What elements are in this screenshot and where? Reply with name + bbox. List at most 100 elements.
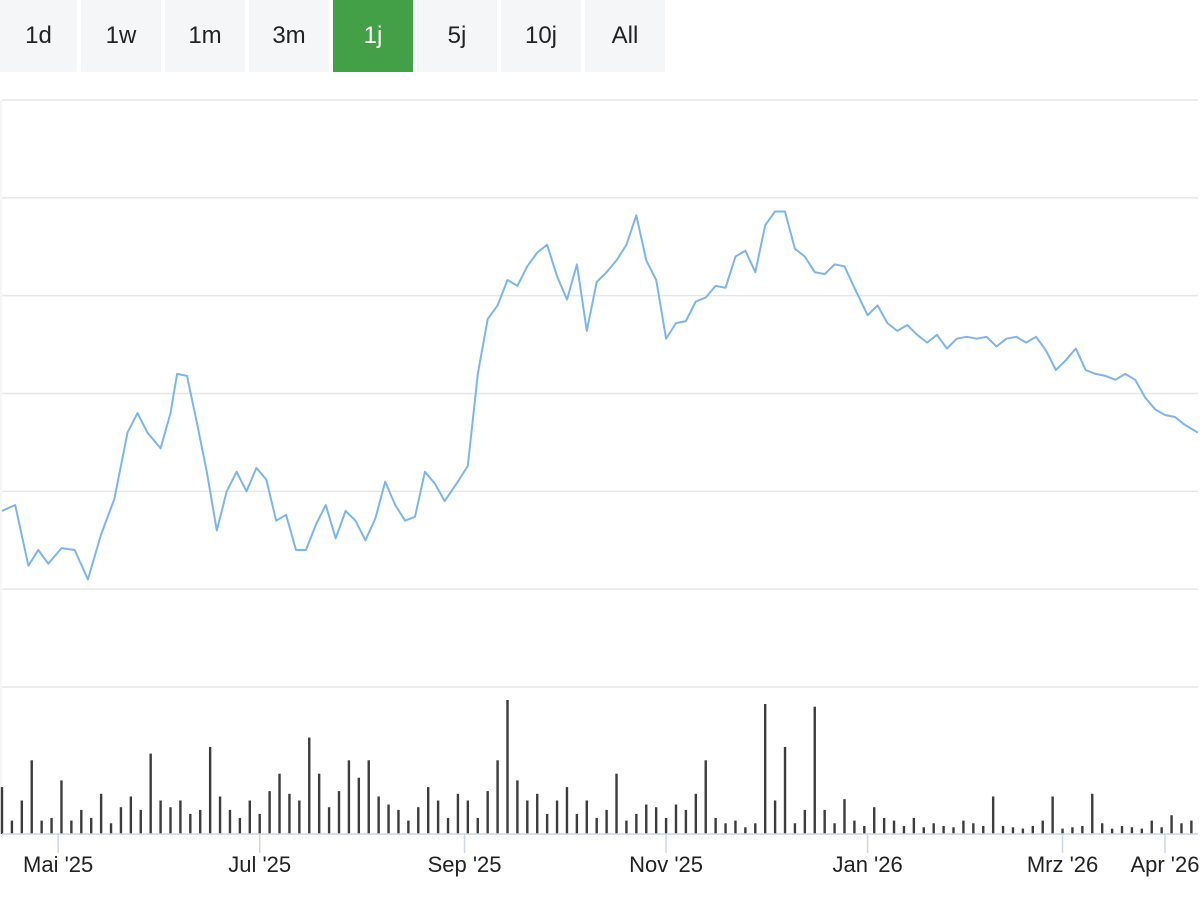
volume-bar	[773, 800, 777, 834]
volume-bar	[813, 706, 816, 834]
volume-bar	[1031, 825, 1035, 834]
price-line	[1, 210, 1199, 581]
volume-bar	[119, 807, 123, 834]
volume-bar	[476, 817, 479, 834]
volume-bar	[1170, 815, 1173, 834]
volume-bar	[1180, 823, 1183, 834]
volume-bar	[1061, 828, 1064, 834]
volume-bar	[645, 804, 648, 834]
volume-bar	[1140, 828, 1144, 834]
volume-bars	[0, 700, 1193, 834]
range-button-5j[interactable]: 5j	[417, 0, 497, 72]
volume-bar	[664, 817, 668, 834]
volume-bar	[545, 813, 549, 834]
volume-bar	[873, 807, 876, 834]
volume-bar	[248, 800, 251, 834]
volume-bar	[516, 780, 519, 834]
volume-bar	[823, 809, 826, 834]
volume-bar	[30, 760, 33, 834]
volume-bar	[853, 820, 856, 834]
range-button-1j[interactable]: 1j	[333, 0, 413, 72]
volume-bar	[139, 809, 142, 834]
volume-bar	[99, 793, 103, 834]
volume-bar	[199, 809, 202, 834]
x-axis: Mai '25 Jul '25 Sep '25 Nov '25 Jan '26 Mrz '…	[2, 833, 1199, 877]
volume-bar	[337, 791, 341, 834]
volume-bar	[159, 800, 162, 834]
volume-bar	[40, 820, 43, 834]
volume-bar	[536, 793, 539, 834]
volume-bar	[595, 817, 598, 834]
volume-bar	[417, 807, 420, 834]
range-button-1w[interactable]: 1w	[81, 0, 161, 72]
volume-bar	[308, 737, 311, 834]
volume-bar	[1081, 825, 1084, 834]
volume-bar	[1150, 820, 1153, 834]
volume-bar	[635, 813, 638, 834]
volume-bar	[625, 820, 628, 834]
range-button-10j[interactable]: 10j	[501, 0, 581, 72]
volume-bar	[962, 820, 965, 834]
volume-bar	[902, 825, 906, 834]
volume-bar	[674, 804, 678, 834]
volume-bar	[446, 817, 450, 834]
volume-bar	[793, 823, 797, 834]
volume-bar	[892, 820, 896, 834]
volume-bar	[50, 817, 53, 834]
volume-bar	[1011, 827, 1015, 834]
volume-bar	[1091, 793, 1094, 834]
volume-bar	[1021, 828, 1025, 834]
volume-bar	[803, 809, 807, 834]
volume-bar	[882, 817, 886, 834]
volume-bar	[60, 780, 63, 834]
volume-bar	[268, 791, 271, 834]
volume-bar	[922, 827, 925, 834]
volume-bar	[288, 793, 291, 834]
volume-bar	[724, 823, 727, 834]
volume-bar	[932, 823, 935, 834]
volume-bar	[189, 813, 192, 834]
volume-bar	[1190, 820, 1193, 834]
volume-bar	[70, 820, 73, 834]
volume-bar	[1041, 820, 1044, 834]
volume-bar	[367, 760, 370, 834]
volume-bar	[377, 796, 380, 834]
volume-bar	[912, 817, 916, 834]
range-button-3m[interactable]: 3m	[249, 0, 329, 72]
volume-bar	[714, 817, 717, 834]
x-tick-label: Jul '25	[228, 852, 291, 877]
volume-bar	[763, 704, 767, 834]
volume-bar	[347, 760, 351, 834]
range-button-1d[interactable]: 1d	[0, 0, 77, 72]
volume-bar	[991, 796, 995, 834]
volume-bar	[1001, 825, 1005, 834]
volume-bar	[456, 793, 460, 834]
range-button-all[interactable]: All	[585, 0, 665, 72]
volume-bar	[466, 800, 470, 834]
volume-bar	[585, 800, 588, 834]
volume-bar	[387, 804, 390, 834]
volume-bar	[436, 800, 440, 834]
volume-bar	[357, 777, 361, 834]
volume-bar	[526, 800, 529, 834]
volume-bar	[575, 813, 579, 834]
x-tick-label: Nov '25	[629, 852, 703, 877]
volume-bar	[208, 746, 212, 834]
volume-bar	[1110, 828, 1114, 834]
x-tick-label: Jan '26	[832, 852, 902, 877]
volume-bar	[169, 807, 172, 834]
volume-bar	[654, 807, 658, 834]
range-button-1m[interactable]: 1m	[165, 0, 245, 72]
volume-bar	[80, 809, 83, 834]
volume-bar	[149, 753, 152, 834]
volume-bar	[10, 820, 14, 834]
volume-bar	[218, 796, 222, 834]
volume-bar	[179, 800, 182, 834]
volume-bar	[734, 820, 737, 834]
volume-bar	[1130, 827, 1134, 834]
volume-bar	[317, 773, 321, 834]
volume-bar	[684, 809, 688, 834]
volume-bar	[863, 825, 866, 834]
volume-bar	[942, 825, 945, 834]
